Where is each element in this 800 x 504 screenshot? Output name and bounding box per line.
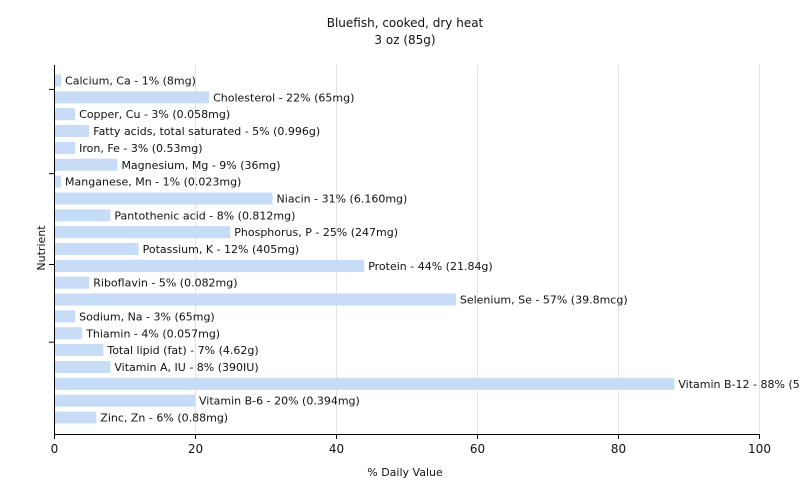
- chart-title: Bluefish, cooked, dry heat: [327, 16, 484, 30]
- bar-label: Pantothenic acid - 8% (0.812mg): [114, 209, 295, 222]
- bar: [55, 74, 62, 87]
- bar: [55, 394, 195, 407]
- bar-label: Copper, Cu - 3% (0.058mg): [79, 108, 230, 121]
- bar-label: Calcium, Ca - 1% (8mg): [65, 75, 196, 88]
- bar-label: Phosphorus, P - 25% (247mg): [234, 226, 398, 239]
- bar-label: Vitamin B-12 - 88% (5.29mcg): [678, 378, 800, 391]
- x-tick-label: 80: [611, 442, 626, 456]
- bar: [55, 209, 111, 222]
- bar: [55, 141, 76, 154]
- bar-label: Riboflavin - 5% (0.082mg): [93, 277, 237, 290]
- chart-subtitle: 3 oz (85g): [374, 33, 435, 47]
- bar: [55, 175, 62, 188]
- gridlines: [195, 65, 760, 434]
- bar-label: Thiamin - 4% (0.057mg): [85, 327, 220, 340]
- axes: 0 20 40 60 80 100: [49, 65, 771, 456]
- bar: [55, 360, 111, 373]
- bar: [55, 226, 231, 239]
- bar: [55, 192, 273, 205]
- x-axis-label: % Daily Value: [367, 466, 443, 479]
- bar: [55, 108, 76, 121]
- bar: [55, 91, 210, 104]
- bar: [55, 125, 90, 138]
- bar-label: Iron, Fe - 3% (0.53mg): [79, 142, 202, 155]
- bar-label: Niacin - 31% (6.160mg): [277, 192, 408, 205]
- x-tick-label: 60: [470, 442, 485, 456]
- bar-label: Selenium, Se - 57% (39.8mcg): [460, 294, 628, 307]
- bar: [55, 411, 97, 424]
- x-tick-label: 100: [748, 442, 771, 456]
- bar-label: Protein - 44% (21.84g): [368, 260, 493, 273]
- bar: [55, 158, 118, 171]
- bar-label: Magnesium, Mg - 9% (36mg): [121, 159, 280, 172]
- y-axis-label: Nutrient: [35, 225, 48, 271]
- bar: [55, 276, 90, 289]
- bar: [55, 293, 456, 306]
- bar: [55, 327, 83, 340]
- bar-label: Manganese, Mn - 1% (0.023mg): [65, 176, 241, 189]
- bar-label: Zinc, Zn - 6% (0.88mg): [100, 412, 228, 425]
- bar-label: Cholesterol - 22% (65mg): [213, 91, 354, 104]
- bar: [55, 243, 139, 255]
- bar-label: Fatty acids, total saturated - 5% (0.996…: [93, 125, 320, 138]
- bar: [55, 310, 76, 323]
- bar-label: Potassium, K - 12% (405mg): [143, 243, 300, 256]
- bar-label: Vitamin A, IU - 8% (390IU): [114, 361, 258, 374]
- bar-label: Total lipid (fat) - 7% (4.62g): [106, 344, 258, 357]
- bars: Calcium, Ca - 1% (8mg) Cholesterol - 22% …: [55, 74, 800, 425]
- bar: [55, 377, 675, 390]
- x-tick-label: 40: [329, 442, 344, 456]
- bar: [55, 259, 365, 272]
- bar-label: Vitamin B-6 - 20% (0.394mg): [199, 395, 360, 408]
- x-tick-label: 20: [188, 442, 203, 456]
- bar-label: Sodium, Na - 3% (65mg): [79, 310, 215, 323]
- x-tick-label: 0: [51, 442, 59, 456]
- bar: [55, 344, 104, 357]
